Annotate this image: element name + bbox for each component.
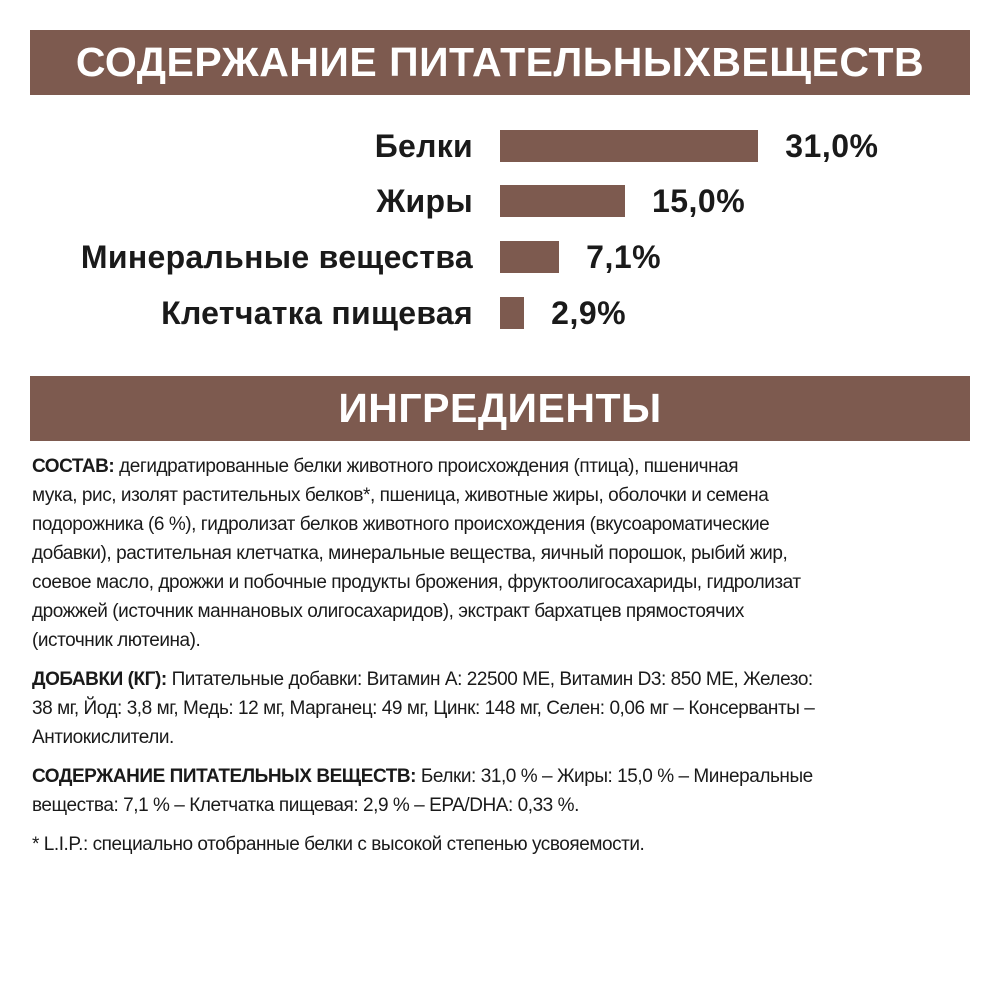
text-line: ДОБАВКИ (КГ): Питательные добавки: Витам… (32, 665, 982, 694)
ingredients-title: ИНГРЕДИЕНТЫ (338, 385, 662, 431)
line-text: Белки: 31,0 % – Жиры: 15,0 % – Минеральн… (416, 766, 813, 787)
chart-row: Минеральные вещества 7,1% (0, 237, 1000, 277)
paragraph: * L.I.P.: специально отобранные белки с … (32, 830, 982, 859)
text-line: Антиокислители. (32, 723, 982, 752)
ingredients-text: СОСТАВ: дегидратированные белки животног… (32, 452, 982, 869)
bar (500, 297, 525, 329)
chart-row: Белки 31,0% (0, 126, 1000, 166)
bar (500, 130, 759, 162)
text-line: мука, рис, изолят растительных белков*, … (32, 481, 982, 510)
line-text: соевое масло, дрожжи и побочные продукты… (32, 572, 801, 593)
category-label: Минеральные вещества (80, 239, 473, 275)
value-label: 15,0% (651, 183, 746, 219)
line-text: добавки), растительная клетчатка, минера… (32, 543, 788, 564)
paragraph: СОДЕРЖАНИЕ ПИТАТЕЛЬНЫХ ВЕЩЕСТВ: Белки: 3… (32, 762, 982, 820)
nutrients-title: СОДЕРЖАНИЕ ПИТАТЕЛЬНЫХВЕЩЕСТВ (75, 39, 925, 85)
text-line: * L.I.P.: специально отобранные белки с … (32, 830, 982, 859)
paragraph: ДОБАВКИ (КГ): Питательные добавки: Витам… (32, 665, 982, 752)
text-line: соевое масло, дрожжи и побочные продукты… (32, 568, 982, 597)
paragraph-lead: СОДЕРЖАНИЕ ПИТАТЕЛЬНЫХ ВЕЩЕСТВ: (32, 766, 417, 787)
line-text: дрожжей (источник маннановых олигосахари… (32, 601, 744, 622)
text-line: добавки), растительная клетчатка, минера… (32, 539, 982, 568)
text-line: вещества: 7,1 % – Клетчатка пищевая: 2,9… (32, 791, 982, 820)
text-line: подорожника (6 %), гидролизат белков жив… (32, 510, 982, 539)
nutrients-banner: СОДЕРЖАНИЕ ПИТАТЕЛЬНЫХВЕЩЕСТВ (30, 30, 970, 95)
category-label: Жиры (376, 183, 473, 219)
line-text: * L.I.P.: специально отобранные белки с … (32, 834, 645, 855)
line-text: вещества: 7,1 % – Клетчатка пищевая: 2,9… (32, 795, 579, 816)
value-label: 2,9% (551, 295, 627, 331)
line-text: подорожника (6 %), гидролизат белков жив… (32, 514, 770, 535)
paragraph-lead: ДОБАВКИ (КГ): (32, 669, 167, 690)
bar (500, 241, 560, 273)
bar (500, 185, 625, 217)
text-line: 38 мг, Йод: 3,8 мг, Медь: 12 мг, Маргане… (32, 694, 982, 723)
ingredients-banner: ИНГРЕДИЕНТЫ (30, 376, 970, 441)
line-text: мука, рис, изолят растительных белков*, … (32, 485, 769, 506)
line-text: (источник лютеина). (32, 630, 201, 651)
chart-row: Клетчатка пищевая 2,9% (0, 293, 1000, 333)
text-line: СОСТАВ: дегидратированные белки животног… (32, 452, 982, 481)
chart-row: Жиры 15,0% (0, 181, 1000, 221)
line-text: Питательные добавки: Витамин А: 22500 МЕ… (166, 669, 814, 690)
category-label: Клетчатка пищевая (161, 295, 473, 331)
line-text: Антиокислители. (32, 727, 174, 748)
line-text: дегидратированные белки животного происх… (114, 456, 739, 477)
value-label: 31,0% (785, 128, 879, 164)
line-text: 38 мг, Йод: 3,8 мг, Медь: 12 мг, Маргане… (32, 698, 815, 719)
text-line: СОДЕРЖАНИЕ ПИТАТЕЛЬНЫХ ВЕЩЕСТВ: Белки: 3… (32, 762, 982, 791)
paragraph: СОСТАВ: дегидратированные белки животног… (32, 452, 982, 655)
category-label: Белки (374, 128, 473, 164)
text-line: (источник лютеина). (32, 626, 982, 655)
value-label: 7,1% (586, 239, 662, 275)
paragraph-lead: СОСТАВ: (32, 456, 115, 477)
text-line: дрожжей (источник маннановых олигосахари… (32, 597, 982, 626)
